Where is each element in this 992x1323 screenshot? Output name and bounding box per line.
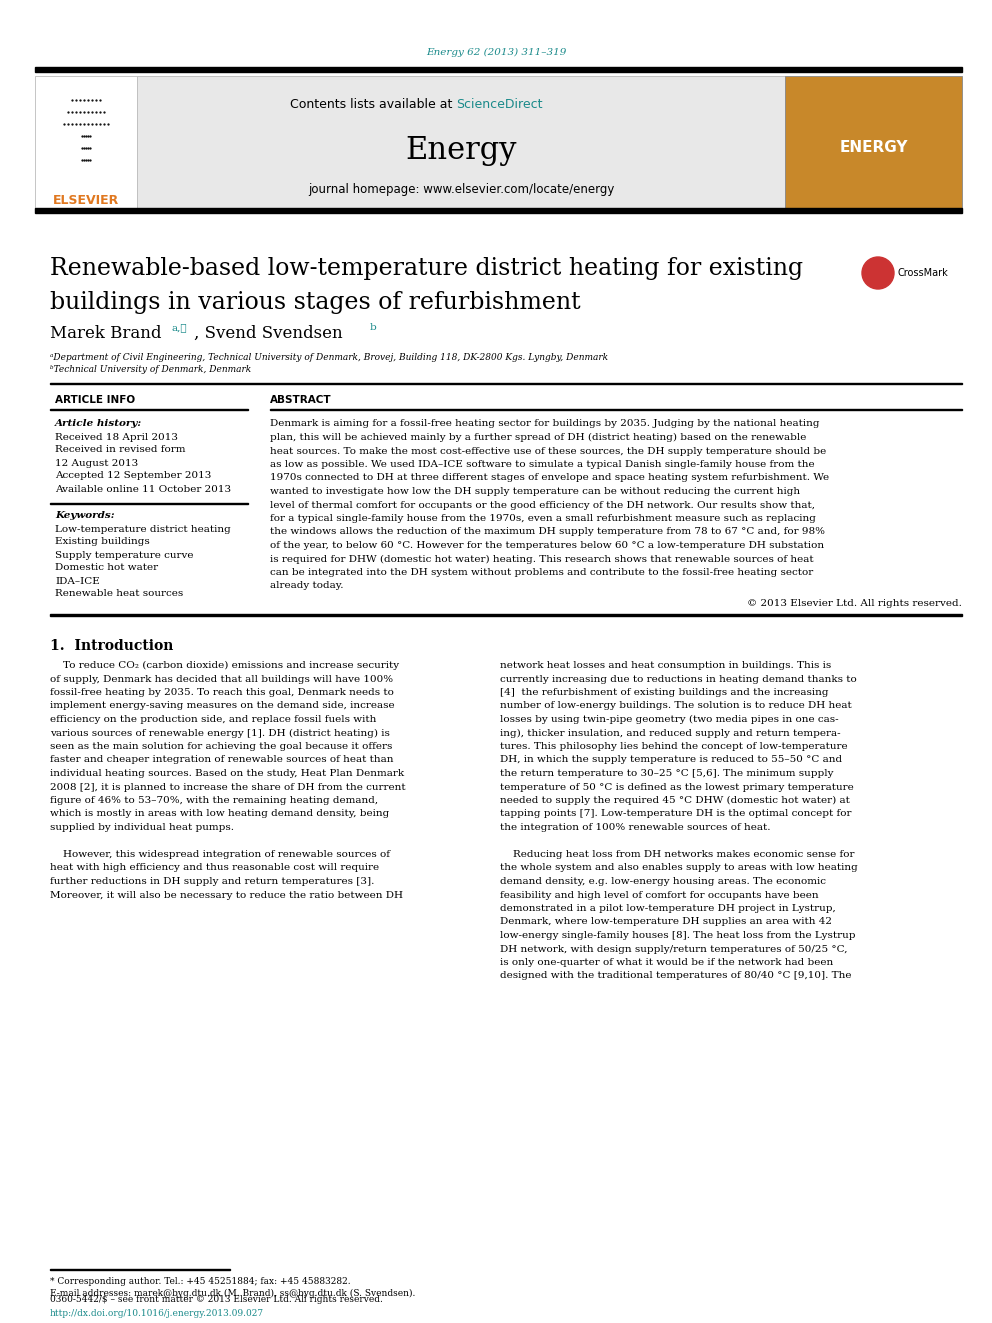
Text: Accepted 12 September 2013: Accepted 12 September 2013: [55, 471, 211, 480]
Text: 1.  Introduction: 1. Introduction: [50, 639, 174, 652]
Text: Denmark is aiming for a fossil-free heating sector for buildings by 2035. Judgin: Denmark is aiming for a fossil-free heat…: [270, 419, 819, 429]
Bar: [137, 75, 785, 208]
Text: Renewable heat sources: Renewable heat sources: [55, 590, 184, 598]
Text: temperature of 50 °C is defined as the lowest primary temperature: temperature of 50 °C is defined as the l…: [500, 782, 854, 791]
Text: Moreover, it will also be necessary to reduce the ratio between DH: Moreover, it will also be necessary to r…: [50, 890, 403, 900]
Text: Low-temperature district heating: Low-temperature district heating: [55, 524, 231, 533]
Text: ᵇTechnical University of Denmark, Denmark: ᵇTechnical University of Denmark, Denmar…: [50, 365, 251, 374]
Text: individual heating sources. Based on the study, Heat Plan Denmark: individual heating sources. Based on the…: [50, 769, 404, 778]
Text: Available online 11 October 2013: Available online 11 October 2013: [55, 484, 231, 493]
Text: DH network, with design supply/return temperatures of 50/25 °C,: DH network, with design supply/return te…: [500, 945, 847, 954]
Text: can be integrated into the DH system without problems and contribute to the foss: can be integrated into the DH system wit…: [270, 568, 813, 577]
Text: the windows allows the reduction of the maximum DH supply temperature from 78 to: the windows allows the reduction of the …: [270, 528, 825, 537]
Text: Supply temperature curve: Supply temperature curve: [55, 550, 193, 560]
Text: Existing buildings: Existing buildings: [55, 537, 150, 546]
Text: number of low-energy buildings. The solution is to reduce DH heat: number of low-energy buildings. The solu…: [500, 701, 852, 710]
Text: To reduce CO₂ (carbon dioxide) emissions and increase security: To reduce CO₂ (carbon dioxide) emissions…: [50, 662, 399, 669]
Text: feasibility and high level of comfort for occupants have been: feasibility and high level of comfort fo…: [500, 890, 818, 900]
Text: designed with the traditional temperatures of 80/40 °C [9,10]. The: designed with the traditional temperatur…: [500, 971, 851, 980]
Text: currently increasing due to reductions in heating demand thanks to: currently increasing due to reductions i…: [500, 675, 857, 684]
Text: buildings in various stages of refurbishment: buildings in various stages of refurbish…: [50, 291, 580, 315]
Text: implement energy-saving measures on the demand side, increase: implement energy-saving measures on the …: [50, 701, 395, 710]
Text: heat with high efficiency and thus reasonable cost will require: heat with high efficiency and thus reaso…: [50, 864, 379, 872]
Text: , Svend Svendsen: , Svend Svendsen: [194, 324, 342, 341]
Text: Marek Brand: Marek Brand: [50, 324, 162, 341]
Text: the whole system and also enables supply to areas with low heating: the whole system and also enables supply…: [500, 864, 858, 872]
Circle shape: [862, 257, 894, 288]
Text: the return temperature to 30–25 °C [5,6]. The minimum supply: the return temperature to 30–25 °C [5,6]…: [500, 769, 833, 778]
Text: b: b: [370, 324, 377, 332]
Text: ScienceDirect: ScienceDirect: [456, 98, 543, 111]
Text: is only one-quarter of what it would be if the network had been: is only one-quarter of what it would be …: [500, 958, 833, 967]
Text: efficiency on the production side, and replace fossil fuels with: efficiency on the production side, and r…: [50, 714, 376, 724]
Bar: [137, 75, 785, 208]
Text: Received 18 April 2013: Received 18 April 2013: [55, 433, 178, 442]
Text: is required for DHW (domestic hot water) heating. This research shows that renew: is required for DHW (domestic hot water)…: [270, 554, 813, 564]
Text: ᵃDepartment of Civil Engineering, Technical University of Denmark, Brovej, Build: ᵃDepartment of Civil Engineering, Techni…: [50, 352, 608, 361]
Text: 12 August 2013: 12 August 2013: [55, 459, 138, 467]
Text: plan, this will be achieved mainly by a further spread of DH (district heating) : plan, this will be achieved mainly by a …: [270, 433, 806, 442]
Text: ELSEVIER: ELSEVIER: [53, 193, 119, 206]
Text: Renewable-based low-temperature district heating for existing: Renewable-based low-temperature district…: [50, 257, 804, 279]
Text: ABSTRACT: ABSTRACT: [270, 396, 331, 405]
Bar: [35, 75, 137, 208]
Text: supplied by individual heat pumps.: supplied by individual heat pumps.: [50, 823, 234, 832]
Text: tapping points [7]. Low-temperature DH is the optimal concept for: tapping points [7]. Low-temperature DH i…: [500, 810, 851, 819]
Text: * Corresponding author. Tel.: +45 45251884; fax: +45 45883282.: * Corresponding author. Tel.: +45 452518…: [50, 1278, 350, 1286]
Text: already today.: already today.: [270, 582, 343, 590]
Text: Energy: Energy: [406, 135, 517, 165]
Text: Contents lists available at: Contents lists available at: [290, 98, 456, 111]
Bar: [785, 75, 962, 208]
Text: Received in revised form: Received in revised form: [55, 446, 186, 455]
Text: Domestic hot water: Domestic hot water: [55, 564, 158, 573]
Text: Article history:: Article history:: [55, 419, 142, 429]
Text: of supply, Denmark has decided that all buildings will have 100%: of supply, Denmark has decided that all …: [50, 675, 393, 684]
Text: which is mostly in areas with low heating demand density, being: which is mostly in areas with low heatin…: [50, 810, 389, 819]
Text: for a typical single-family house from the 1970s, even a small refurbishment mea: for a typical single-family house from t…: [270, 515, 815, 523]
Text: 0360-5442/$ – see front matter © 2013 Elsevier Ltd. All rights reserved.: 0360-5442/$ – see front matter © 2013 El…: [50, 1295, 383, 1304]
Text: E-mail addresses: marek@byg.dtu.dk (M. Brand), ss@byg.dtu.dk (S. Svendsen).: E-mail addresses: marek@byg.dtu.dk (M. B…: [50, 1289, 416, 1298]
Text: tures. This philosophy lies behind the concept of low-temperature: tures. This philosophy lies behind the c…: [500, 742, 847, 751]
Text: faster and cheaper integration of renewable sources of heat than: faster and cheaper integration of renewa…: [50, 755, 394, 765]
Bar: [35, 67, 962, 71]
Bar: [35, 208, 962, 213]
Text: CrossMark: CrossMark: [898, 269, 948, 278]
Text: However, this widespread integration of renewable sources of: However, this widespread integration of …: [50, 849, 390, 859]
Text: figure of 46% to 53–70%, with the remaining heating demand,: figure of 46% to 53–70%, with the remain…: [50, 796, 378, 804]
Text: losses by using twin-pipe geometry (two media pipes in one cas-: losses by using twin-pipe geometry (two …: [500, 714, 838, 724]
Text: needed to supply the required 45 °C DHW (domestic hot water) at: needed to supply the required 45 °C DHW …: [500, 796, 850, 806]
Text: of the year, to below 60 °C. However for the temperatures below 60 °C a low-temp: of the year, to below 60 °C. However for…: [270, 541, 824, 550]
Text: http://dx.doi.org/10.1016/j.energy.2013.09.027: http://dx.doi.org/10.1016/j.energy.2013.…: [50, 1308, 264, 1318]
Text: ARTICLE INFO: ARTICLE INFO: [55, 396, 135, 405]
Text: as low as possible. We used IDA–ICE software to simulate a typical Danish single: as low as possible. We used IDA–ICE soft…: [270, 460, 814, 468]
Text: Denmark, where low-temperature DH supplies an area with 42: Denmark, where low-temperature DH suppli…: [500, 917, 832, 926]
Text: journal homepage: www.elsevier.com/locate/energy: journal homepage: www.elsevier.com/locat…: [308, 184, 614, 197]
Text: heat sources. To make the most cost-effective use of these sources, the DH suppl: heat sources. To make the most cost-effe…: [270, 446, 826, 455]
Text: 2008 [2], it is planned to increase the share of DH from the current: 2008 [2], it is planned to increase the …: [50, 782, 406, 791]
Text: a,⋆: a,⋆: [172, 324, 187, 332]
Text: IDA–ICE: IDA–ICE: [55, 577, 100, 586]
Text: ✕: ✕: [872, 265, 884, 278]
Text: various sources of renewable energy [1]. DH (district heating) is: various sources of renewable energy [1].…: [50, 729, 390, 737]
Text: Reducing heat loss from DH networks makes economic sense for: Reducing heat loss from DH networks make…: [500, 849, 854, 859]
Bar: [50, 614, 962, 615]
Text: the integration of 100% renewable sources of heat.: the integration of 100% renewable source…: [500, 823, 771, 832]
Text: 1970s connected to DH at three different stages of envelope and space heating sy: 1970s connected to DH at three different…: [270, 474, 829, 483]
Text: Keywords:: Keywords:: [55, 512, 115, 520]
Text: [4]  the refurbishment of existing buildings and the increasing: [4] the refurbishment of existing buildi…: [500, 688, 828, 697]
Text: © 2013 Elsevier Ltd. All rights reserved.: © 2013 Elsevier Ltd. All rights reserved…: [747, 599, 962, 609]
Text: DH, in which the supply temperature is reduced to 55–50 °C and: DH, in which the supply temperature is r…: [500, 755, 842, 765]
Text: ENERGY: ENERGY: [839, 140, 908, 156]
Text: fossil-free heating by 2035. To reach this goal, Denmark needs to: fossil-free heating by 2035. To reach th…: [50, 688, 394, 697]
Text: network heat losses and heat consumption in buildings. This is: network heat losses and heat consumption…: [500, 662, 831, 669]
Text: Energy 62 (2013) 311–319: Energy 62 (2013) 311–319: [426, 48, 566, 57]
Text: ing), thicker insulation, and reduced supply and return tempera-: ing), thicker insulation, and reduced su…: [500, 729, 840, 737]
Text: seen as the main solution for achieving the goal because it offers: seen as the main solution for achieving …: [50, 742, 393, 751]
Text: low-energy single-family houses [8]. The heat loss from the Lystrup: low-energy single-family houses [8]. The…: [500, 931, 855, 941]
Text: demonstrated in a pilot low-temperature DH project in Lystrup,: demonstrated in a pilot low-temperature …: [500, 904, 835, 913]
Text: further reductions in DH supply and return temperatures [3].: further reductions in DH supply and retu…: [50, 877, 374, 886]
Text: wanted to investigate how low the DH supply temperature can be without reducing : wanted to investigate how low the DH sup…: [270, 487, 801, 496]
Text: level of thermal comfort for occupants or the good efficiency of the DH network.: level of thermal comfort for occupants o…: [270, 500, 815, 509]
Text: demand density, e.g. low-energy housing areas. The economic: demand density, e.g. low-energy housing …: [500, 877, 826, 886]
